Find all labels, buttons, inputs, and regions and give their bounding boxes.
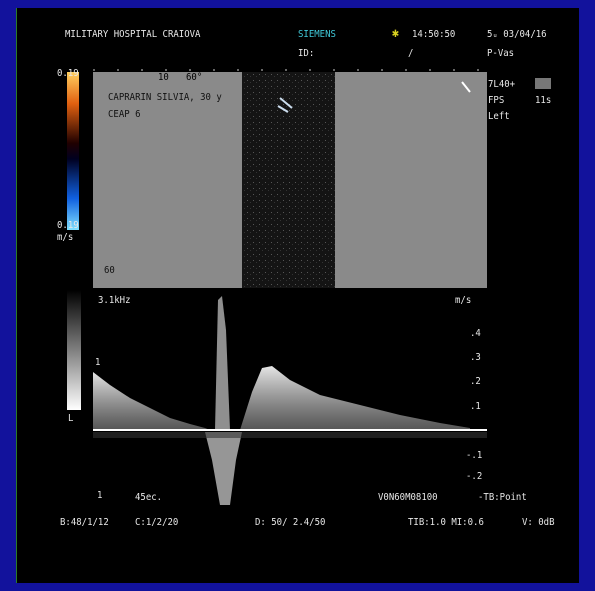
color-top: 0.19 (57, 68, 79, 80)
patient: CAPRARIN SILVIA, 30 y (108, 92, 222, 104)
freeze-icon: ✱ (392, 28, 399, 40)
time: 14:50:50 (412, 29, 455, 41)
gray-bar (67, 290, 81, 410)
transducer: 7L40+ (488, 79, 515, 91)
date: 5ᵤ 03/04/16 (487, 29, 547, 41)
footer-d: D: 50/ 2.4/50 (255, 517, 325, 529)
page: MILITARY HOSPITAL CRAIOVA SIEMENS ID: ✱ … (0, 0, 595, 591)
fps-value: 11s (535, 95, 551, 107)
color-unit: m/s (57, 232, 73, 244)
fps-label: FPS (488, 95, 504, 107)
patient-id: ID: (298, 48, 314, 60)
spectrum-unit: m/s (455, 295, 471, 307)
gray-mark: 1 (95, 357, 100, 369)
footer-v: V: 0dB (522, 517, 555, 529)
angle: 60° (186, 72, 202, 84)
scale-label: .1 (470, 401, 481, 413)
gray-label: L (68, 413, 73, 425)
slash: / (408, 48, 413, 60)
scale-label: .3 (470, 352, 481, 364)
color-bar (67, 72, 79, 230)
scale-label: -.1 (466, 450, 482, 462)
depth: 10 (158, 72, 169, 84)
footer-c: C:1/2/20 (135, 517, 178, 529)
sweep: 45ec. (135, 492, 162, 504)
doppler-spectrum (93, 296, 487, 505)
hospital: MILITARY HOSPITAL CRAIOVA (65, 29, 200, 41)
scale-label: .2 (470, 376, 481, 388)
prf: 3.1kHz (98, 295, 131, 307)
gain: 60 (104, 265, 115, 277)
scale-label: .4 (470, 328, 481, 340)
mode: P-Vas (487, 48, 514, 60)
footer-b: B:48/1/12 (60, 517, 109, 529)
scale-label: -.2 (466, 471, 482, 483)
bmode-right (335, 72, 487, 288)
settings: V0N60M08100 (378, 492, 438, 504)
trace: -TB:Point (478, 492, 527, 504)
color-bottom: 0.19 (57, 220, 79, 232)
diagnosis: CEAP 6 (108, 109, 141, 121)
lower-mark: 1 (97, 490, 102, 502)
probe-icon (535, 78, 551, 89)
brand: SIEMENS (298, 29, 336, 41)
bmode-left (93, 72, 242, 288)
footer-tib: TIB:1.0 MI:0.6 (408, 517, 484, 529)
side: Left (488, 111, 510, 123)
